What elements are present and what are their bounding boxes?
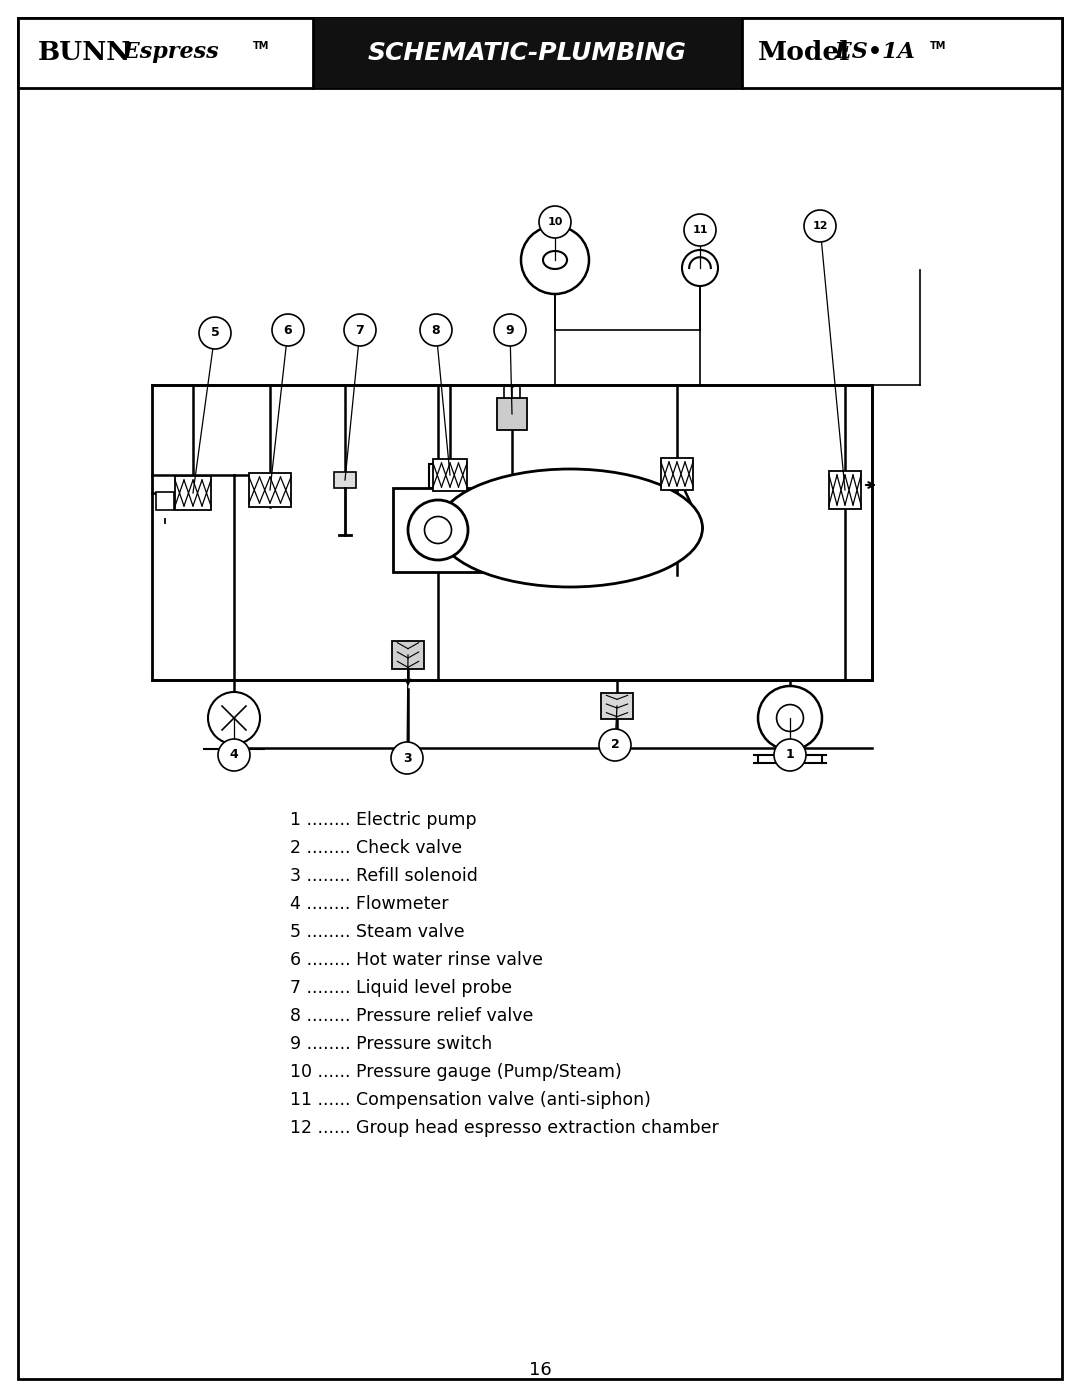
Text: 10 ...... Pressure gauge (Pump/Steam): 10 ...... Pressure gauge (Pump/Steam) bbox=[291, 1063, 622, 1081]
Bar bbox=[175, 476, 211, 510]
Text: 5 ........ Steam valve: 5 ........ Steam valve bbox=[291, 923, 464, 942]
Bar bbox=[393, 488, 483, 571]
Text: 4: 4 bbox=[230, 749, 239, 761]
Circle shape bbox=[424, 517, 451, 543]
Text: 4 ........ Flowmeter: 4 ........ Flowmeter bbox=[291, 895, 448, 914]
Text: 3 ........ Refill solenoid: 3 ........ Refill solenoid bbox=[291, 868, 477, 886]
Circle shape bbox=[345, 314, 376, 346]
Text: 3: 3 bbox=[403, 752, 411, 764]
Text: 5: 5 bbox=[211, 327, 219, 339]
Bar bbox=[334, 472, 356, 488]
Bar bbox=[18, 18, 1062, 88]
Text: 6 ........ Hot water rinse valve: 6 ........ Hot water rinse valve bbox=[291, 951, 543, 970]
Bar bbox=[661, 458, 693, 490]
Text: 1 ........ Electric pump: 1 ........ Electric pump bbox=[291, 812, 476, 828]
Text: 11: 11 bbox=[692, 225, 707, 235]
Text: 6: 6 bbox=[284, 324, 293, 337]
Text: 2: 2 bbox=[610, 739, 619, 752]
Text: 1: 1 bbox=[785, 749, 795, 761]
Text: Model: Model bbox=[758, 41, 850, 66]
Circle shape bbox=[539, 205, 571, 237]
Text: 8 ........ Pressure relief valve: 8 ........ Pressure relief valve bbox=[291, 1007, 534, 1025]
Bar bbox=[497, 398, 527, 430]
Circle shape bbox=[599, 729, 631, 761]
Text: 7: 7 bbox=[355, 324, 364, 337]
Bar bbox=[313, 18, 742, 88]
Bar bbox=[433, 460, 467, 490]
Text: 16: 16 bbox=[528, 1361, 552, 1379]
Bar bbox=[392, 641, 424, 669]
Text: 2 ........ Check valve: 2 ........ Check valve bbox=[291, 840, 462, 856]
Text: SCHEMATIC-PLUMBING: SCHEMATIC-PLUMBING bbox=[368, 41, 687, 66]
Circle shape bbox=[681, 250, 718, 286]
Text: 10: 10 bbox=[548, 217, 563, 226]
Circle shape bbox=[774, 739, 806, 771]
Circle shape bbox=[804, 210, 836, 242]
Text: ES•1A: ES•1A bbox=[827, 41, 915, 63]
Circle shape bbox=[494, 314, 526, 346]
Bar bbox=[600, 693, 633, 719]
Text: TM: TM bbox=[930, 41, 946, 52]
Circle shape bbox=[420, 314, 453, 346]
Bar bbox=[152, 386, 872, 680]
Circle shape bbox=[391, 742, 423, 774]
Ellipse shape bbox=[437, 469, 702, 587]
Text: 8: 8 bbox=[432, 324, 441, 337]
Text: TM: TM bbox=[253, 41, 269, 52]
Text: Espress: Espress bbox=[114, 41, 218, 63]
Circle shape bbox=[521, 226, 589, 293]
Circle shape bbox=[758, 686, 822, 750]
Text: 9 ........ Pressure switch: 9 ........ Pressure switch bbox=[291, 1035, 492, 1053]
Bar bbox=[249, 474, 291, 507]
Text: 11 ...... Compensation valve (anti-siphon): 11 ...... Compensation valve (anti-sipho… bbox=[291, 1091, 651, 1109]
Circle shape bbox=[272, 314, 303, 346]
Circle shape bbox=[777, 704, 804, 732]
Bar bbox=[156, 492, 174, 510]
Text: 12 ...... Group head espresso extraction chamber: 12 ...... Group head espresso extraction… bbox=[291, 1119, 719, 1137]
Text: 7 ........ Liquid level probe: 7 ........ Liquid level probe bbox=[291, 979, 512, 997]
Text: 9: 9 bbox=[505, 324, 514, 337]
Circle shape bbox=[208, 692, 260, 745]
Bar bbox=[829, 471, 861, 509]
Circle shape bbox=[218, 739, 249, 771]
Text: 12: 12 bbox=[812, 221, 827, 231]
Text: BUNN: BUNN bbox=[38, 41, 132, 66]
Circle shape bbox=[684, 214, 716, 246]
Circle shape bbox=[199, 317, 231, 349]
Circle shape bbox=[408, 500, 468, 560]
Bar bbox=[429, 464, 447, 488]
